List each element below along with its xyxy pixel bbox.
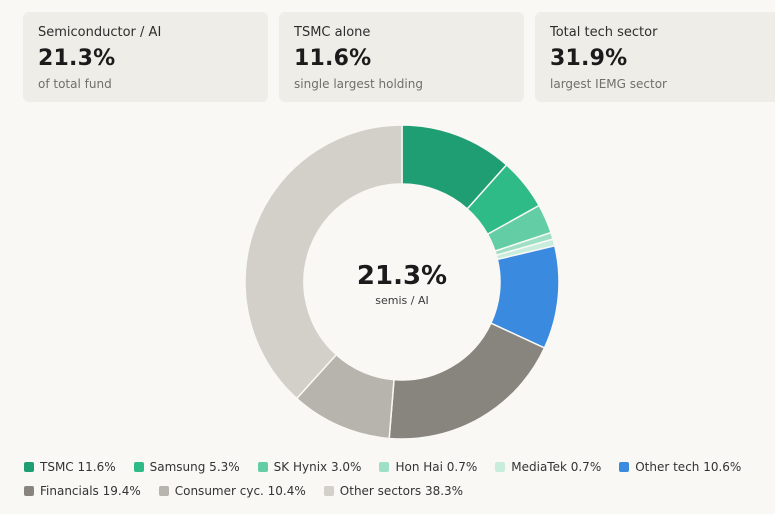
donut-slice-other-sectors [244,124,403,400]
legend-item-mediatek: MediaTek 0.7% [495,460,601,474]
donut-slice-financials [388,322,546,440]
card-value: 11.6% [294,46,372,71]
legend-label: SK Hynix 3.0% [273,460,362,474]
legend-swatch [619,462,630,472]
legend-item-hon-hai: Hon Hai 0.7% [379,460,477,474]
card-value: 31.9% [550,46,628,71]
summary-card-semis: Semiconductor / AI 21.3% of total fund [23,12,268,102]
legend-swatch [158,486,169,496]
legend-swatch [257,462,268,472]
donut-chart: 21.3% semis / AI [244,124,560,440]
card-subtitle: single largest holding [294,77,423,91]
legend-item-sk-hynix: SK Hynix 3.0% [257,460,362,474]
legend-item-tsmc: TSMC 11.6% [24,460,116,474]
legend-swatch [379,462,390,472]
legend-item-samsung: Samsung 5.3% [133,460,240,474]
card-label: Semiconductor / AI [38,25,162,40]
legend-swatch [24,462,34,472]
summary-cards: Semiconductor / AI 21.3% of total fund T… [23,12,775,102]
summary-card-tsmc: TSMC alone 11.6% single largest holding [279,12,524,102]
legend-item-other-sectors: Other sectors 38.3% [323,484,464,498]
legend-label: Other tech 10.6% [635,460,742,474]
card-subtitle: of total fund [38,77,112,91]
legend-swatch [323,486,334,496]
legend-label: MediaTek 0.7% [511,460,602,474]
legend-label: Other sectors 38.3% [339,484,464,498]
legend-row: TSMC 11.6% Samsung 5.3% SK Hynix 3.0% Hon H… [24,455,764,479]
legend-label: Financials 19.4% [40,484,141,498]
chart-legend: TSMC 11.6% Samsung 5.3% SK Hynix 3.0% Hon H… [24,455,764,503]
card-value: 21.3% [38,46,116,71]
card-label: Total tech sector [550,25,658,40]
legend-item-other-tech: Other tech 10.6% [619,460,741,474]
legend-label: Hon Hai 0.7% [395,460,478,474]
legend-swatch [495,462,506,472]
legend-swatch [24,486,34,496]
legend-item-consumer-cyc: Consumer cyc. 10.4% [158,484,306,498]
legend-label: TSMC 11.6% [40,460,116,474]
legend-label: Samsung 5.3% [149,460,240,474]
card-label: TSMC alone [294,25,371,40]
summary-card-tech: Total tech sector 31.9% largest IEMG sec… [535,12,775,102]
legend-label: Consumer cyc. 10.4% [174,484,306,498]
legend-row: Financials 19.4% Consumer cyc. 10.4% Other… [24,479,764,503]
donut-center-label: semis / AI [375,294,428,307]
donut-slices [244,124,560,440]
card-subtitle: largest IEMG sector [550,77,667,91]
legend-swatch [133,462,144,472]
legend-item-financials: Financials 19.4% [24,484,141,498]
donut-center-value: 21.3% [357,261,447,291]
